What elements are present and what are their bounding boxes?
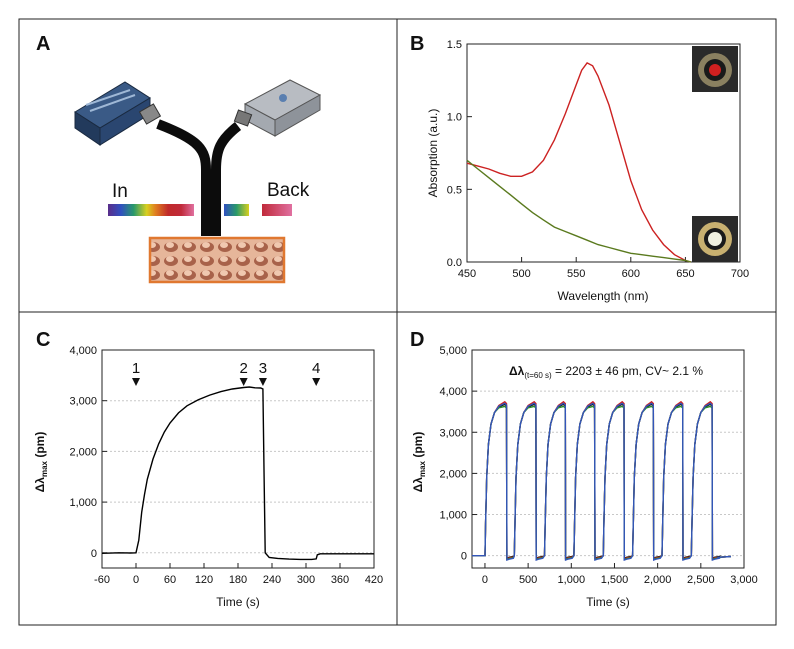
panel-d-ticks: 0 500 1,000 1,500 2,000 2,500 3,000 0 1,000 2,000… — [439, 345, 757, 586]
y-tick-label: 1.5 — [447, 39, 462, 51]
panel-b: B 450 500 550 600 650 700 0.0 0.5 1.0 1.5 Wavelen… — [410, 33, 749, 303]
panel-d-xlabel: Time (s) — [586, 595, 630, 609]
y-tick-label: 0.0 — [447, 257, 462, 269]
x-tick-label: 1,500 — [601, 574, 629, 586]
panel-b-ticks: 450 500 550 600 650 700 0.0 0.5 1.0 1.5 — [447, 39, 749, 280]
left-spectrometer-icon — [74, 81, 162, 146]
in-label: In — [112, 181, 128, 202]
panel-d-ylabel: Δλmax (pm) — [411, 432, 427, 493]
x-tick-label: 600 — [622, 268, 640, 280]
panel-b-series-line-2 — [466, 159, 692, 263]
x-tick-label: 650 — [676, 268, 694, 280]
panel-c: C -60 0 60 120 180 240 300 360 420 0 1,000 2,000 3,0… — [33, 329, 383, 609]
panel-b-series — [466, 62, 692, 263]
panel-d-axes-frame — [471, 349, 745, 569]
panel-d-series-line-4 — [472, 402, 732, 561]
event-marker-arrow — [132, 378, 140, 386]
event-marker-arrow — [239, 378, 248, 386]
back-label: Back — [267, 180, 310, 201]
panel-c-series — [101, 386, 374, 561]
x-tick-label: 180 — [229, 574, 247, 586]
panel-d-annotation-bg — [484, 360, 734, 382]
clear-sample-photo — [692, 216, 738, 262]
x-tick-label: 360 — [331, 574, 349, 586]
y-tick-label: 3,000 — [439, 427, 467, 439]
right-spectrometer-icon — [233, 79, 322, 137]
x-tick-label: 60 — [164, 574, 176, 586]
x-tick-label: 120 — [195, 574, 213, 586]
panel-b-label: B — [410, 33, 424, 55]
panel-d: D 0 500 1,000 1,500 2,000 2,500 3,000 0 1,000 2,0… — [410, 329, 758, 609]
x-tick-label: 500 — [512, 268, 530, 280]
panel-b-ylabel: Absorption (a.u.) — [426, 109, 440, 198]
x-tick-label: 420 — [365, 574, 383, 586]
panel-b-axes-frame — [466, 43, 741, 263]
panel-c-label: C — [36, 329, 50, 351]
panel-c-xlabel: Time (s) — [216, 595, 260, 609]
panel-a: A In Back — [36, 33, 322, 284]
x-tick-label: 2,000 — [644, 574, 672, 586]
red-sample-photo — [692, 46, 738, 92]
in-spectrum-bar — [108, 204, 194, 216]
panel-d-series — [472, 400, 732, 561]
x-tick-label: 300 — [297, 574, 315, 586]
y-tick-label: 3,000 — [69, 396, 97, 408]
y-tick-label: 0 — [91, 548, 97, 560]
event-marker-label: 2 — [239, 360, 247, 377]
y-tick-label: 4,000 — [69, 345, 97, 357]
y-tick-label: 5,000 — [439, 345, 467, 357]
event-marker-label: 3 — [259, 360, 267, 377]
event-marker-label: 1 — [132, 360, 140, 377]
x-tick-label: 0 — [482, 574, 488, 586]
y-tick-label: 2,000 — [69, 446, 97, 458]
panel-c-axes-frame — [101, 349, 375, 569]
panel-a-label: A — [36, 33, 50, 55]
y-tick-label: 2,000 — [439, 468, 467, 480]
y-tick-label: 1,000 — [439, 510, 467, 522]
x-tick-label: 0 — [133, 574, 139, 586]
nanostructure-substrate — [148, 236, 286, 284]
event-marker-label: 4 — [312, 360, 320, 377]
panel-b-series-line-1 — [466, 62, 692, 263]
y-tick-label: 4,000 — [439, 386, 467, 398]
panel-c-ylabel: Δλmax (pm) — [33, 432, 49, 493]
panel-b-xlabel: Wavelength (nm) — [558, 289, 649, 303]
y-tick-label: 1.0 — [447, 112, 462, 124]
x-tick-label: 500 — [519, 574, 537, 586]
x-tick-label: 240 — [263, 574, 281, 586]
x-tick-label: 2,500 — [687, 574, 715, 586]
y-tick-label: 1,000 — [69, 497, 97, 509]
back-spectrum-bar-right — [262, 204, 292, 216]
back-spectrum-bar-left — [224, 204, 249, 216]
x-tick-label: 450 — [458, 268, 476, 280]
panel-c-ticks: -60 0 60 120 180 240 300 360 420 0 1,000 2,000 3,000… — [69, 345, 383, 586]
back-fiber — [211, 122, 242, 236]
x-tick-label: 550 — [567, 268, 585, 280]
event-marker-arrow — [258, 378, 267, 386]
panel-d-annotation: Δλ(t=60 s) = 2203 ± 46 pm, CV~ 2.1 % — [509, 364, 703, 380]
in-fiber — [156, 119, 211, 236]
y-tick-label: 0 — [461, 551, 467, 563]
panel-d-label: D — [410, 329, 424, 351]
x-tick-label: 1,000 — [558, 574, 586, 586]
event-marker-arrow — [312, 378, 321, 386]
x-tick-label: 3,000 — [730, 574, 758, 586]
y-tick-label: 0.5 — [447, 184, 462, 196]
x-tick-label: -60 — [94, 574, 110, 586]
panel-c-series-line — [101, 386, 374, 561]
x-tick-label: 700 — [731, 268, 749, 280]
